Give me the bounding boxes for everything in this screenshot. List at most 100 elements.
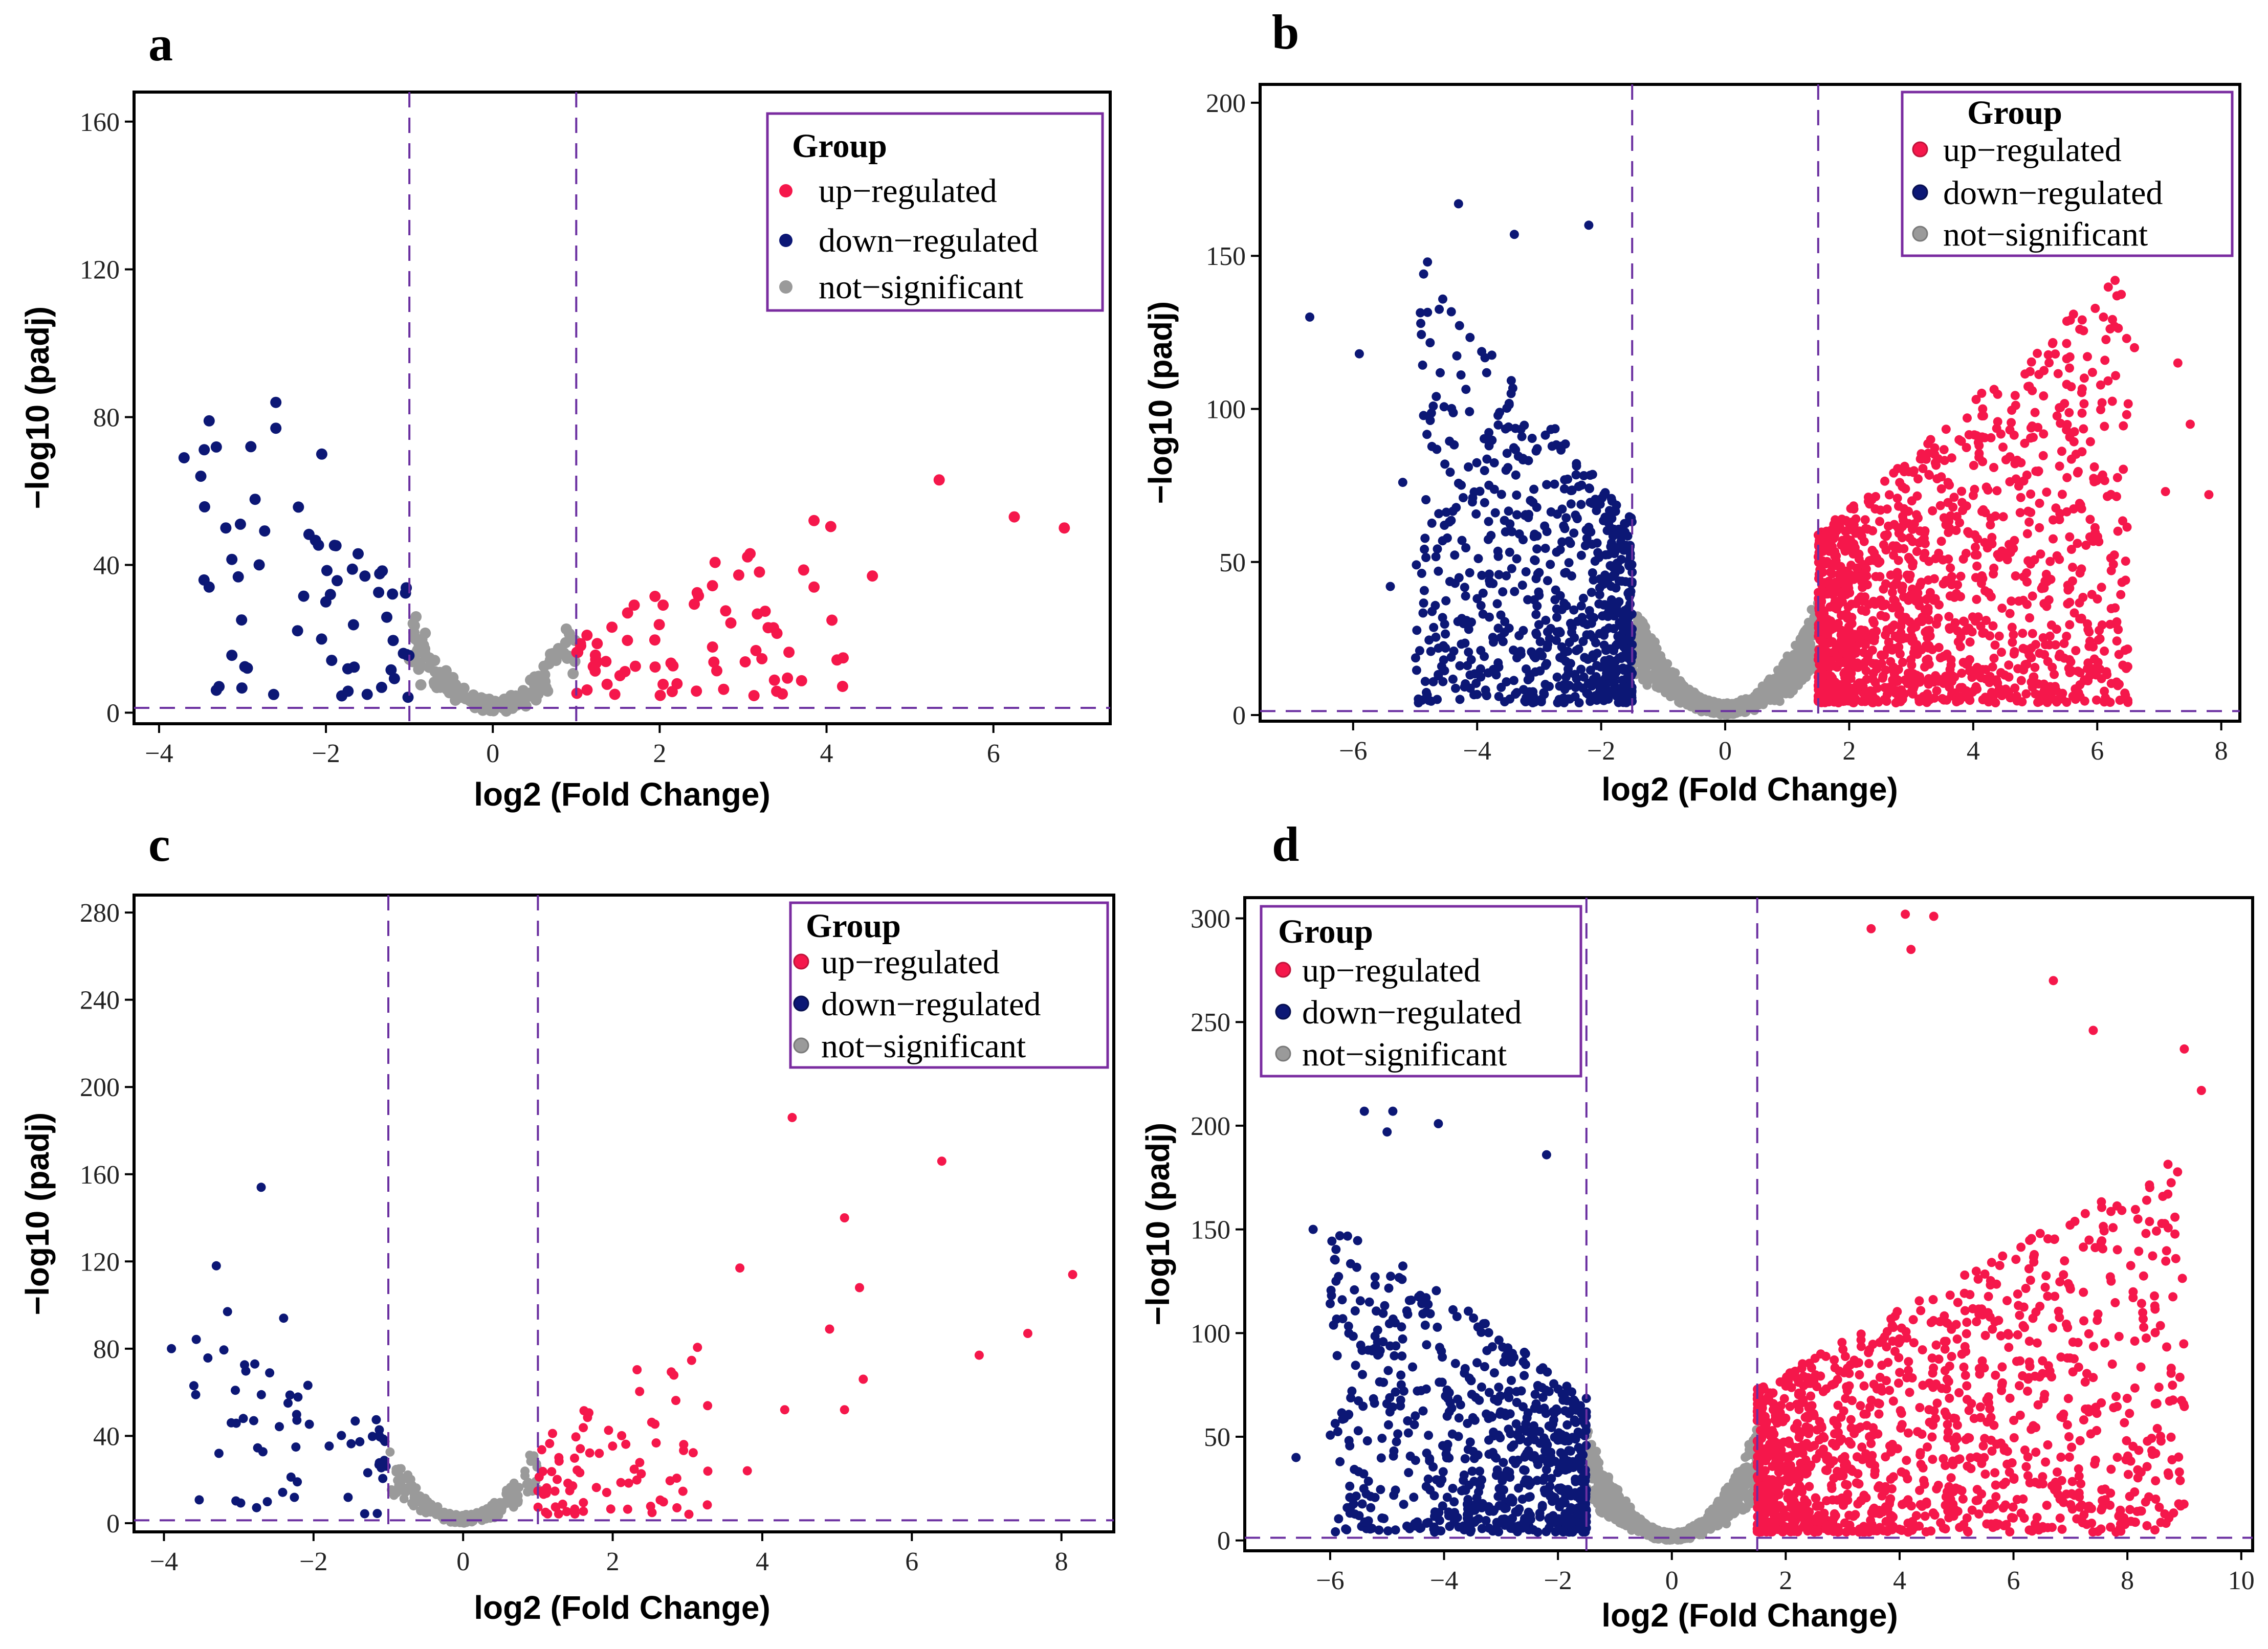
point-down-d <box>1433 1322 1442 1332</box>
point-down-b <box>1543 640 1553 650</box>
point-up-c <box>855 1283 864 1293</box>
point-up-a <box>609 688 621 700</box>
point-down-b <box>1502 449 1512 458</box>
x-tick-label-d: 8 <box>2121 1566 2134 1595</box>
point-down-a <box>220 522 232 534</box>
point-up-b <box>2077 613 2086 623</box>
point-up-a <box>709 556 721 568</box>
point-down-b <box>1505 547 1514 557</box>
point-up-b <box>2085 515 2095 524</box>
point-up-b <box>1868 668 1878 678</box>
point-down-d <box>1370 1272 1380 1282</box>
point-up-b <box>1956 632 1966 642</box>
point-down-c <box>360 1509 369 1519</box>
point-up-b <box>1978 404 1988 414</box>
point-up-b <box>1957 668 1967 678</box>
point-down-b <box>1432 392 1441 402</box>
point-up-b <box>1838 597 1847 607</box>
point-up-b <box>2077 388 2086 397</box>
point-up-b <box>1958 554 1968 564</box>
point-up-c <box>562 1507 571 1517</box>
point-ns-d <box>1693 1520 1703 1529</box>
point-up-b <box>2039 599 2049 609</box>
point-ns-a <box>447 672 459 683</box>
point-up-b <box>1901 633 1910 643</box>
legend-marker-up-a <box>779 184 792 197</box>
point-down-b <box>1448 408 1458 417</box>
point-up-c <box>624 1478 633 1488</box>
point-up-b <box>2112 636 2122 646</box>
point-down-a <box>387 635 399 647</box>
point-down-b <box>1577 613 1587 622</box>
point-up-a <box>600 656 612 667</box>
point-up-b <box>1907 625 1916 635</box>
point-up-c <box>563 1478 572 1488</box>
point-up-c <box>937 1156 946 1166</box>
point-down-b <box>1438 294 1447 304</box>
point-down-a <box>270 396 282 408</box>
point-down-b <box>1419 411 1428 420</box>
point-down-c <box>167 1344 177 1353</box>
point-up-a <box>826 614 838 626</box>
legend-marker-down-a <box>779 234 792 247</box>
point-down-b <box>1435 304 1444 314</box>
point-down-b <box>1552 612 1561 622</box>
point-up-b <box>2038 633 2048 642</box>
point-down-b <box>1471 679 1481 688</box>
point-down-a <box>199 444 210 456</box>
point-up-b <box>2090 523 2100 532</box>
point-up-b <box>1860 515 1870 525</box>
point-up-b <box>1884 637 1893 647</box>
point-up-b <box>1979 628 1989 638</box>
point-up-b <box>2019 572 2029 582</box>
point-down-a <box>249 494 261 505</box>
point-up-b <box>2094 635 2103 645</box>
point-up-b <box>1825 567 1835 577</box>
point-up-b <box>2204 490 2214 500</box>
point-up-b <box>2055 461 2064 471</box>
point-down-b <box>1592 661 1601 671</box>
point-down-b <box>1419 598 1428 608</box>
point-up-b <box>1914 601 1924 610</box>
point-down-a <box>374 568 386 580</box>
point-up-b <box>1912 547 1922 556</box>
point-down-b <box>1468 493 1478 503</box>
point-ns-c <box>467 1509 476 1519</box>
point-down-d <box>1456 1400 1465 1410</box>
point-up-b <box>1855 526 1864 536</box>
point-down-b <box>1570 670 1580 679</box>
point-down-b <box>1412 665 1421 675</box>
point-up-b <box>1868 616 1878 626</box>
point-up-a <box>748 690 760 701</box>
point-up-b <box>2038 451 2048 460</box>
point-up-a <box>649 591 661 602</box>
point-down-b <box>1428 401 1438 411</box>
point-up-b <box>2004 687 2013 697</box>
point-up-b <box>1857 606 1866 615</box>
point-down-a <box>324 589 336 600</box>
point-up-a <box>838 652 849 664</box>
point-down-b <box>1489 484 1499 494</box>
point-up-b <box>2055 649 2065 659</box>
point-up-b <box>2100 421 2109 431</box>
point-up-b <box>1941 425 1951 434</box>
point-up-b <box>2089 462 2099 472</box>
point-up-b <box>1962 659 1971 669</box>
point-down-d <box>1560 1406 1570 1416</box>
point-up-b <box>2051 349 2060 359</box>
point-down-a <box>388 673 400 684</box>
point-ns-b <box>1646 674 1656 683</box>
point-up-b <box>1854 554 1864 564</box>
point-up-b <box>2027 357 2036 367</box>
point-up-b <box>1887 603 1897 613</box>
point-down-d <box>1495 1391 1505 1401</box>
point-up-b <box>2005 540 2014 549</box>
point-up-c <box>840 1405 849 1415</box>
point-up-b <box>1997 546 2007 556</box>
point-ns-d <box>1680 1528 1690 1537</box>
point-down-c <box>371 1415 381 1424</box>
point-down-a <box>313 539 324 551</box>
y-tick-label-b: 50 <box>1219 548 1246 577</box>
point-up-b <box>1986 433 1996 442</box>
point-up-b <box>1932 474 1942 483</box>
